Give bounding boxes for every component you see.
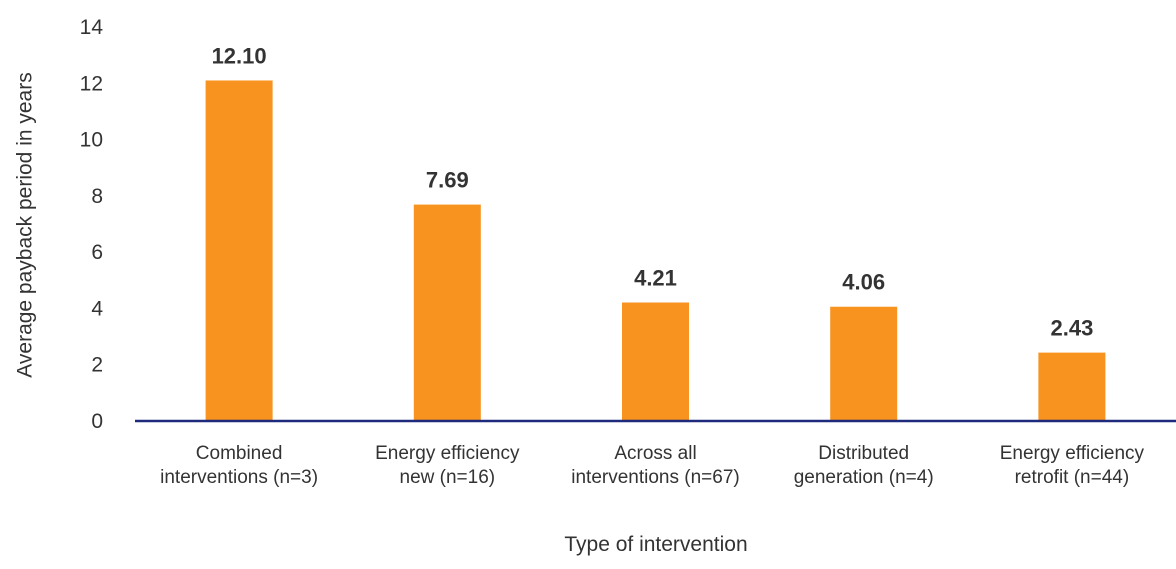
bar xyxy=(413,204,481,421)
bar xyxy=(1038,352,1106,421)
category-label: Combined interventions (n=3) xyxy=(160,443,318,488)
category-label-line: interventions (n=67) xyxy=(571,467,739,488)
category-label: Distributed generation (n=4) xyxy=(794,443,934,488)
value-label: 4.06 xyxy=(842,270,885,295)
category-label-line: Combined xyxy=(196,443,283,464)
category-label-line: new (n=16) xyxy=(400,467,496,488)
y-tick-label: 10 xyxy=(80,129,103,152)
bar xyxy=(622,302,689,421)
category-label-line: Energy efficiency xyxy=(1000,443,1145,464)
value-labels: 12.10 7.69 4.21 4.06 2.43 xyxy=(212,43,1094,340)
category-label: Across all interventions (n=67) xyxy=(571,443,739,488)
bar xyxy=(830,306,898,421)
category-label-line: interventions (n=3) xyxy=(160,467,318,488)
y-tick-label: 8 xyxy=(91,185,103,208)
category-label: Energy efficiency new (n=16) xyxy=(375,443,520,488)
category-label-line: Energy efficiency xyxy=(375,443,520,464)
category-labels: Combined interventions (n=3) Energy effici… xyxy=(160,443,1144,488)
y-tick-label: 14 xyxy=(80,16,104,39)
y-tick-label: 0 xyxy=(91,410,103,433)
y-tick-label: 2 xyxy=(91,354,103,377)
bars xyxy=(205,80,1106,421)
category-label-line: retrofit (n=44) xyxy=(1015,467,1130,488)
y-tick-label: 12 xyxy=(80,72,103,95)
category-label-line: generation (n=4) xyxy=(794,467,934,488)
value-label: 2.43 xyxy=(1050,316,1093,341)
bar xyxy=(205,80,273,421)
y-axis-ticks: 0 2 4 6 8 10 12 14 xyxy=(80,16,104,433)
category-label-line: Distributed xyxy=(818,443,909,464)
category-label-line: Across all xyxy=(614,443,696,464)
value-label: 7.69 xyxy=(426,168,469,193)
y-axis-title: Average payback period in years xyxy=(14,72,37,377)
y-tick-label: 6 xyxy=(91,241,103,264)
value-label: 12.10 xyxy=(212,43,267,68)
y-tick-label: 4 xyxy=(91,297,103,320)
value-label: 4.21 xyxy=(634,266,677,291)
x-axis-title: Type of intervention xyxy=(564,533,747,556)
category-label: Energy efficiency retrofit (n=44) xyxy=(1000,443,1145,488)
